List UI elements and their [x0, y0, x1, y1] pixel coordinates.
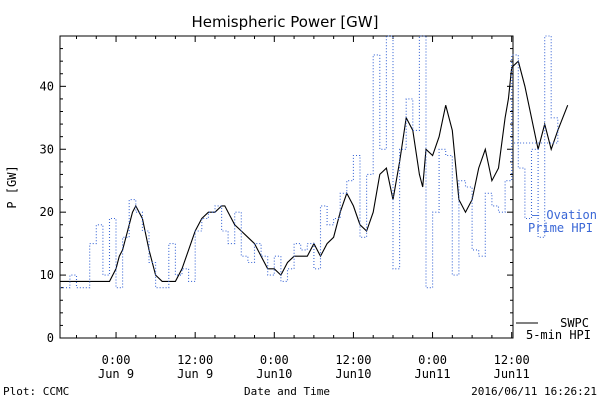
y-axis-label: P [GW]: [5, 165, 19, 208]
x-tick-date-label: Jun10: [335, 367, 371, 381]
x-tick-date-label: Jun11: [414, 367, 450, 381]
x-tick-time-label: 0:00: [102, 353, 131, 367]
footer-right: 2016/06/11 16:26:21: [471, 385, 597, 398]
series-line-swpc-5-min-hpi: [60, 60, 569, 282]
y-tick-label: 10: [40, 268, 54, 282]
series-layer: [60, 35, 569, 289]
y-tick-label: 30: [40, 142, 54, 156]
plot-frame: [59, 35, 514, 339]
x-tick-time-label: 0:00: [418, 353, 447, 367]
x-tick-time-label: 0:00: [260, 353, 289, 367]
legend-label-ovation: – Ovation: [532, 208, 597, 222]
y-tick-label: 40: [40, 79, 54, 93]
footer-left: Plot: CCMC: [3, 385, 69, 398]
x-axis-label: Date and Time: [244, 385, 330, 398]
x-tick-date-label: Jun10: [256, 367, 292, 381]
x-tick-time-label: 12:00: [177, 353, 213, 367]
chart-title: Hemispheric Power [GW]: [192, 13, 379, 31]
y-tick-label: 0: [47, 331, 54, 345]
y-axis: 0 10 20 30 40: [40, 35, 513, 345]
legend-label-ovation-line2: Prime HPI: [528, 221, 593, 235]
y-tick-label: 20: [40, 205, 54, 219]
x-tick-time-label: 12:00: [494, 353, 530, 367]
x-tick-date-label: Jun11: [494, 367, 530, 381]
x-tick-date-label: Jun 9: [98, 367, 134, 381]
series-line-ovation-prime-hpi: [60, 35, 559, 289]
x-tick-date-label: Jun 9: [177, 367, 213, 381]
legend-label-swpc: SWPC: [560, 316, 589, 330]
x-tick-time-label: 12:00: [335, 353, 371, 367]
legend-label-swpc-line2: 5-min HPI: [526, 328, 591, 342]
